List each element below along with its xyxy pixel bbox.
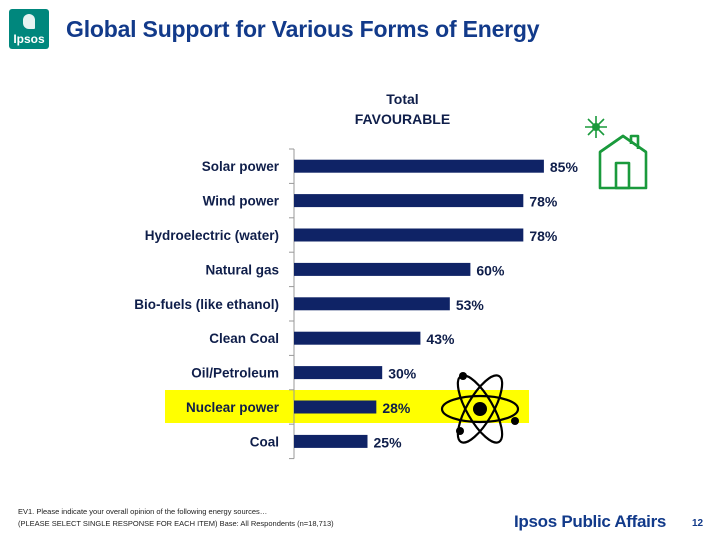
footnote-base: (PLEASE SELECT SINGLE RESPONSE FOR EACH …: [18, 519, 334, 528]
value-label: 53%: [456, 297, 485, 313]
bar: [294, 194, 524, 208]
bar: [294, 228, 524, 242]
green-house-sun-icon: [585, 116, 648, 190]
ipsos-logo: Ipsos: [9, 9, 49, 49]
category-label: Nuclear power: [186, 400, 280, 415]
value-label: 43%: [426, 331, 455, 347]
page-number: 12: [692, 518, 704, 529]
category-label: Coal: [250, 434, 279, 449]
bar: [294, 400, 377, 414]
value-label: 28%: [382, 400, 411, 416]
bar: [294, 159, 544, 173]
bar: [294, 262, 471, 276]
value-label: 25%: [374, 434, 403, 450]
logo-text: Ipsos: [13, 32, 45, 46]
category-label: Bio-fuels (like ethanol): [134, 297, 279, 312]
category-label: Wind power: [203, 194, 280, 209]
bar: [294, 297, 450, 311]
atom-icon: [440, 372, 520, 444]
survey-footnote: EV1. Please indicate your overall opinio…: [18, 506, 334, 530]
bar: [294, 366, 383, 380]
value-label: 85%: [550, 159, 579, 175]
logo-mark-icon: [23, 14, 35, 29]
chart-heading-total: Total: [386, 91, 419, 107]
category-label: Oil/Petroleum: [191, 366, 279, 381]
bar: [294, 434, 368, 448]
category-label: Solar power: [202, 159, 280, 174]
value-label: 78%: [529, 228, 558, 244]
page-title: Global Support for Various Forms of Ener…: [66, 16, 540, 42]
category-label: Natural gas: [205, 262, 279, 277]
category-label: Hydroelectric (water): [145, 228, 279, 243]
value-label: 78%: [529, 194, 558, 210]
footnote-question: EV1. Please indicate your overall opinio…: [18, 507, 268, 516]
value-label: 60%: [476, 262, 505, 278]
bar: [294, 331, 421, 345]
brand-name: Ipsos Public Affairs: [514, 512, 667, 531]
value-label: 30%: [388, 366, 417, 382]
chart-heading-favourable: FAVOURABLE: [354, 111, 451, 127]
category-label: Clean Coal: [209, 331, 279, 346]
favourable-bar-chart: Solar power Wind power Hydroelectric (wate…: [134, 116, 648, 460]
